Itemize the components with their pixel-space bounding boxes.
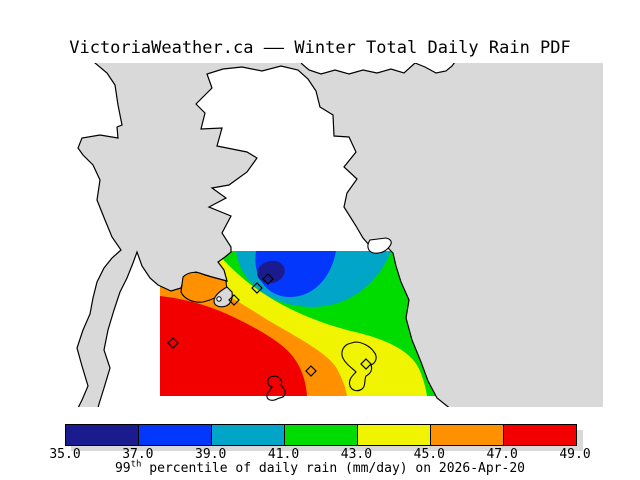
colorbar-tick: 39.0 (195, 447, 227, 462)
plot-title: VictoriaWeather.ca —— Winter Total Daily… (69, 38, 571, 58)
colorbar-segment-45.0-47.0 (431, 425, 504, 445)
colorbar-segment-39.0-41.0 (212, 425, 285, 445)
colorbar (65, 424, 577, 446)
colorbar-segment-35.0-37.0 (66, 425, 139, 445)
caption-text: percentile of daily rain (mm/day) on 202… (141, 461, 525, 476)
colorbar-segment-43.0-45.0 (358, 425, 431, 445)
colorbar-caption: 99th percentile of daily rain (mm/day) o… (0, 459, 640, 476)
station-markers (167, 273, 372, 377)
station-diamond-icon (360, 358, 372, 370)
colorbar-segment-47.0-49.0 (504, 425, 576, 445)
harbour-inlet (213, 286, 233, 308)
colorbar-segment-41.0-43.0 (285, 425, 358, 445)
colorbar-tick: 41.0 (267, 447, 300, 462)
colorbar-segment-37.0-39.0 (139, 425, 212, 445)
lake-outline-west (266, 375, 286, 401)
ne-headland (367, 237, 392, 254)
water (76, 63, 603, 407)
station-diamond-icon (251, 282, 263, 294)
contour-band-47-49 (160, 296, 307, 396)
station-diamond-icon (305, 365, 317, 377)
colorbar-tick: 37.0 (122, 447, 154, 462)
station-diamond-icon (228, 294, 240, 306)
station-diamond-icon (262, 273, 274, 285)
harbour-islet (216, 296, 222, 302)
caption-number: 99 (114, 461, 131, 476)
colorbar-tick: 43.0 (340, 447, 373, 462)
colorbar-tick: 49.0 (559, 447, 591, 462)
colorbar-tick: 35.0 (49, 447, 81, 462)
north-shore-land (300, 63, 455, 75)
lake-outline-east (341, 341, 377, 392)
caption-superscript: th (130, 459, 142, 470)
colorbar-tick: 45.0 (413, 447, 445, 462)
colorbar-tick: 47.0 (486, 447, 518, 462)
station-diamond-icon (167, 337, 179, 349)
